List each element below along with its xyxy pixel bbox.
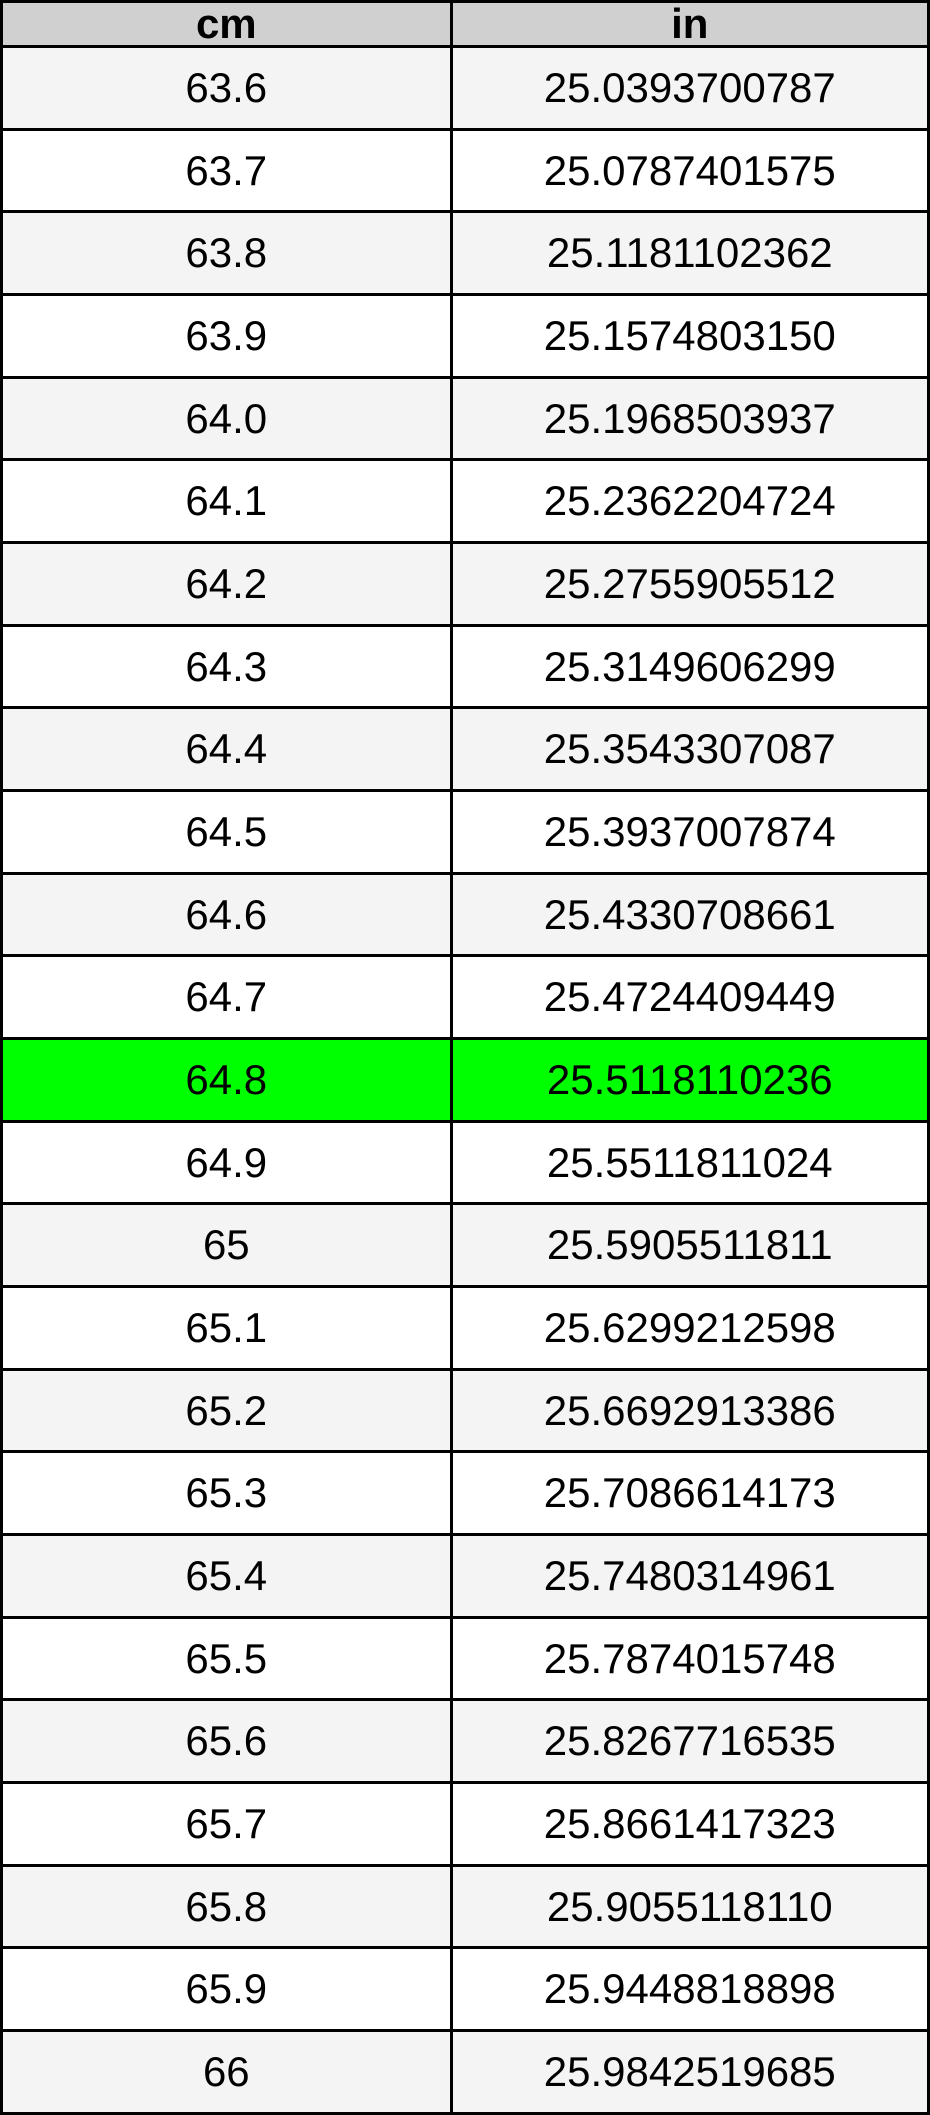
cm-value: 64.7: [0, 954, 453, 1041]
column-header-cm: cm: [0, 0, 453, 48]
in-value: 25.7874015748: [449, 1615, 930, 1702]
in-value: 25.4330708661: [449, 871, 930, 958]
cm-value: 64.5: [0, 789, 453, 875]
in-value: 25.5118110236: [449, 1037, 930, 1123]
in-value: 25.3937007874: [449, 789, 930, 875]
in-value: 25.4724409449: [449, 954, 930, 1041]
table-row: 65 25.5905511811: [0, 1202, 930, 1289]
table-row: 65.8 25.9055118110: [0, 1863, 930, 1950]
cm-value: 66: [0, 2029, 453, 2115]
cm-value: 63.9: [0, 293, 453, 379]
table-row: 64.9 25.5511811024: [0, 1119, 930, 1206]
in-value: 25.9055118110: [449, 1863, 930, 1950]
in-value: 25.0393700787: [449, 45, 930, 131]
cm-value: 65.5: [0, 1615, 453, 1702]
table-row: 66 25.9842519685: [0, 2029, 930, 2115]
in-value: 25.2362204724: [449, 458, 930, 545]
in-value: 25.1968503937: [449, 375, 930, 462]
in-value: 25.6299212598: [449, 1285, 930, 1371]
cm-value: 64.0: [0, 375, 453, 462]
cm-value: 65.7: [0, 1781, 453, 1867]
cm-value: 65.4: [0, 1533, 453, 1619]
table-row: 64.6 25.4330708661: [0, 871, 930, 958]
table-row: 65.6 25.8267716535: [0, 1698, 930, 1785]
cm-value: 63.7: [0, 127, 453, 214]
table-row: 64.4 25.3543307087: [0, 706, 930, 793]
table-row: 65.9 25.9448818898: [0, 1946, 930, 2033]
table-header: cm in: [0, 0, 930, 48]
cm-value: 64.8: [0, 1037, 453, 1123]
in-value: 25.7480314961: [449, 1533, 930, 1619]
table-row: 63.6 25.0393700787: [0, 45, 930, 131]
in-value: 25.5905511811: [449, 1202, 930, 1289]
cm-value: 64.1: [0, 458, 453, 545]
table-row: 64.3 25.3149606299: [0, 623, 930, 710]
table-row: 63.8 25.1181102362: [0, 210, 930, 297]
in-value: 25.1181102362: [449, 210, 930, 297]
cm-value: 64.4: [0, 706, 453, 793]
in-value: 25.7086614173: [449, 1450, 930, 1537]
cm-value: 64.2: [0, 541, 453, 627]
cm-value: 65.9: [0, 1946, 453, 2033]
cm-value: 65.3: [0, 1450, 453, 1537]
in-value: 25.3149606299: [449, 623, 930, 710]
table-row: 65.3 25.7086614173: [0, 1450, 930, 1537]
table-row: 65.1 25.6299212598: [0, 1285, 930, 1371]
cm-value: 64.9: [0, 1119, 453, 1206]
table-row: 63.7 25.0787401575: [0, 127, 930, 214]
in-value: 25.5511811024: [449, 1119, 930, 1206]
cm-value: 63.8: [0, 210, 453, 297]
in-value: 25.1574803150: [449, 293, 930, 379]
in-value: 25.8661417323: [449, 1781, 930, 1867]
in-value: 25.8267716535: [449, 1698, 930, 1785]
table-row-highlighted: 64.8 25.5118110236: [0, 1037, 930, 1123]
in-value: 25.9448818898: [449, 1946, 930, 2033]
table-row: 65.4 25.7480314961: [0, 1533, 930, 1619]
table-row: 64.7 25.4724409449: [0, 954, 930, 1041]
table-row: 64.5 25.3937007874: [0, 789, 930, 875]
cm-value: 63.6: [0, 45, 453, 131]
in-value: 25.6692913386: [449, 1367, 930, 1454]
in-value: 25.3543307087: [449, 706, 930, 793]
cm-value: 64.3: [0, 623, 453, 710]
column-header-in: in: [449, 0, 930, 48]
in-value: 25.0787401575: [449, 127, 930, 214]
table-row: 63.9 25.1574803150: [0, 293, 930, 379]
cm-value: 65.8: [0, 1863, 453, 1950]
table-row: 65.2 25.6692913386: [0, 1367, 930, 1454]
table-row: 64.0 25.1968503937: [0, 375, 930, 462]
cm-value: 65: [0, 1202, 453, 1289]
cm-value: 65.6: [0, 1698, 453, 1785]
table-body: 63.6 25.0393700787 63.7 25.0787401575 63…: [0, 45, 930, 2115]
table-row: 65.5 25.7874015748: [0, 1615, 930, 1702]
cm-value: 65.1: [0, 1285, 453, 1371]
table-row: 64.1 25.2362204724: [0, 458, 930, 545]
in-value: 25.9842519685: [449, 2029, 930, 2115]
table-row: 64.2 25.2755905512: [0, 541, 930, 627]
header-row: cm in: [0, 0, 930, 48]
table-row: 65.7 25.8661417323: [0, 1781, 930, 1867]
cm-value: 65.2: [0, 1367, 453, 1454]
in-value: 25.2755905512: [449, 541, 930, 627]
cm-value: 64.6: [0, 871, 453, 958]
